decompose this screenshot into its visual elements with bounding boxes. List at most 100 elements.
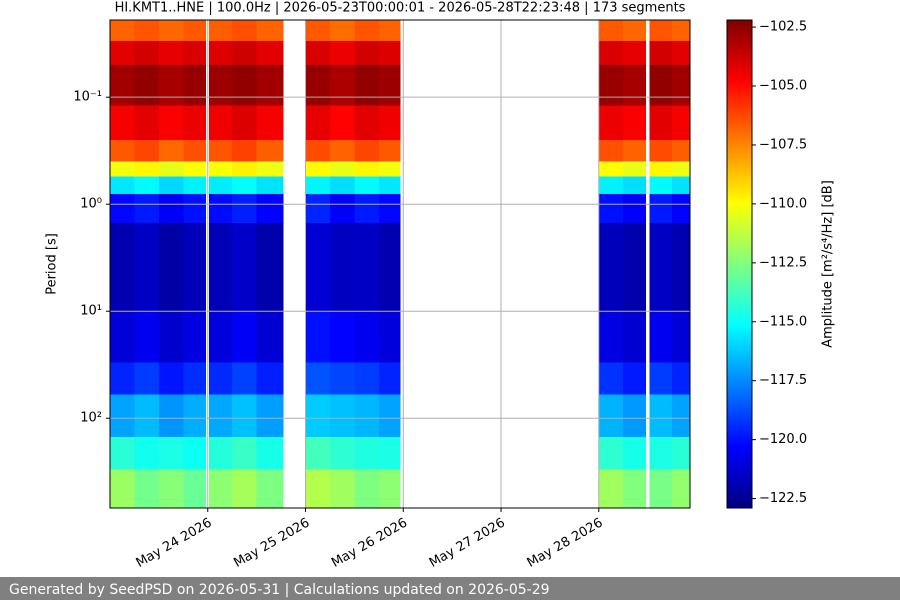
- heatmap-cell: [378, 311, 401, 363]
- heatmap-cell: [256, 394, 284, 438]
- heatmap-cell: [232, 362, 258, 395]
- heatmap-cell: [110, 311, 135, 363]
- heatmap-cell: [598, 139, 624, 163]
- heatmap-cell: [134, 469, 160, 509]
- colorbar-tick-label: −107.5: [759, 137, 807, 152]
- heatmap-cell: [598, 311, 624, 363]
- heatmap-cell: [183, 176, 207, 195]
- heatmap-cell: [598, 394, 624, 438]
- heatmap-cell: [110, 176, 135, 195]
- heatmap-cell: [305, 20, 331, 42]
- heatmap-cell: [208, 161, 233, 177]
- heatmap-cell: [110, 41, 135, 66]
- heatmap-cell: [208, 469, 233, 509]
- heatmap-cell: [305, 223, 331, 312]
- footer-bar: [0, 577, 900, 600]
- heatmap-cell: [232, 64, 258, 107]
- heatmap-cell: [623, 139, 647, 163]
- heatmap-cell: [158, 20, 184, 42]
- heatmap-cell: [183, 193, 207, 224]
- colorbar-tick-label: −122.5: [759, 491, 807, 506]
- heatmap-cell: [256, 64, 284, 107]
- heatmap-cell: [623, 469, 647, 509]
- heatmap-cell: [672, 311, 691, 363]
- colorbar-tick-label: −110.0: [759, 196, 807, 211]
- heatmap-cell: [354, 193, 380, 224]
- heatmap-cell: [305, 105, 331, 141]
- y-tick-label: 10⁰: [80, 197, 102, 212]
- heatmap-cell: [134, 64, 160, 107]
- heatmap-cell: [329, 139, 355, 163]
- heatmap-cell: [623, 394, 647, 438]
- x-tick-label: May 27 2026: [427, 516, 508, 571]
- heatmap-cell: [378, 469, 401, 509]
- heatmap-cell: [378, 105, 401, 141]
- heatmap-cell: [354, 139, 380, 163]
- heatmap-cell: [378, 64, 401, 107]
- heatmap-cell: [208, 64, 233, 107]
- heatmap-cell: [232, 139, 258, 163]
- heatmap-cell: [598, 176, 624, 195]
- heatmap-cell: [305, 394, 331, 438]
- heatmap-cell: [329, 161, 355, 177]
- heatmap-cell: [598, 41, 624, 66]
- heatmap-cell: [623, 64, 647, 107]
- heatmap-cell: [305, 41, 331, 66]
- heatmap-cell: [232, 41, 258, 66]
- heatmap-cell: [183, 469, 207, 509]
- heatmap-cell: [134, 193, 160, 224]
- heatmap-cell: [208, 437, 233, 470]
- heatmap-cell: [649, 105, 673, 141]
- heatmap-cell: [329, 437, 355, 470]
- heatmap-cell: [183, 311, 207, 363]
- heatmap-cell: [256, 139, 284, 163]
- heatmap-cell: [378, 176, 401, 195]
- heatmap-cell: [110, 161, 135, 177]
- heatmap-cell: [158, 362, 184, 395]
- heatmap-cell: [110, 20, 135, 42]
- heatmap-cell: [623, 41, 647, 66]
- heatmap-cell: [232, 193, 258, 224]
- heatmap-cell: [134, 362, 160, 395]
- heatmap-cell: [183, 105, 207, 141]
- heatmap-cell: [329, 20, 355, 42]
- heatmap-cell: [354, 437, 380, 470]
- heatmap-cell: [256, 311, 284, 363]
- chart-title: HI.KMT1..HNE | 100.0Hz | 2026-05-23T00:0…: [115, 1, 686, 16]
- heatmap-cell: [354, 311, 380, 363]
- heatmap-cell: [158, 64, 184, 107]
- heatmap-cell: [208, 20, 233, 42]
- y-axis-label: Period [s]: [45, 233, 60, 295]
- heatmap-cell: [232, 20, 258, 42]
- heatmap-cell: [623, 105, 647, 141]
- heatmap-cell: [110, 394, 135, 438]
- heatmap-cell: [672, 394, 691, 438]
- heatmap-cell: [649, 20, 673, 42]
- heatmap-cell: [183, 41, 207, 66]
- colorbar-tick-label: −120.0: [759, 432, 807, 447]
- heatmap-cell: [598, 64, 624, 107]
- colorbar-tick-label: −102.5: [759, 20, 807, 35]
- x-tick-label: May 25 2026: [231, 516, 312, 571]
- heatmap-cell: [623, 362, 647, 395]
- heatmap-cell: [354, 394, 380, 438]
- heatmap-cell: [256, 161, 284, 177]
- heatmap-cell: [378, 223, 401, 312]
- heatmap-cell: [134, 176, 160, 195]
- heatmap-cell: [232, 105, 258, 141]
- heatmap-cell: [256, 41, 284, 66]
- heatmap-cell: [598, 362, 624, 395]
- heatmap-cell: [158, 223, 184, 312]
- heatmap-cell: [183, 394, 207, 438]
- heatmap-cell: [232, 161, 258, 177]
- heatmap-cell: [305, 64, 331, 107]
- heatmap-cell: [305, 161, 331, 177]
- heatmap-cell: [256, 362, 284, 395]
- heatmap-cell: [256, 176, 284, 195]
- heatmap-cell: [134, 394, 160, 438]
- heatmap-cell: [158, 41, 184, 66]
- heatmap-cell: [134, 41, 160, 66]
- heatmap-cell: [183, 64, 207, 107]
- heatmap-cell: [183, 161, 207, 177]
- x-tick-label: May 28 2026: [525, 516, 606, 571]
